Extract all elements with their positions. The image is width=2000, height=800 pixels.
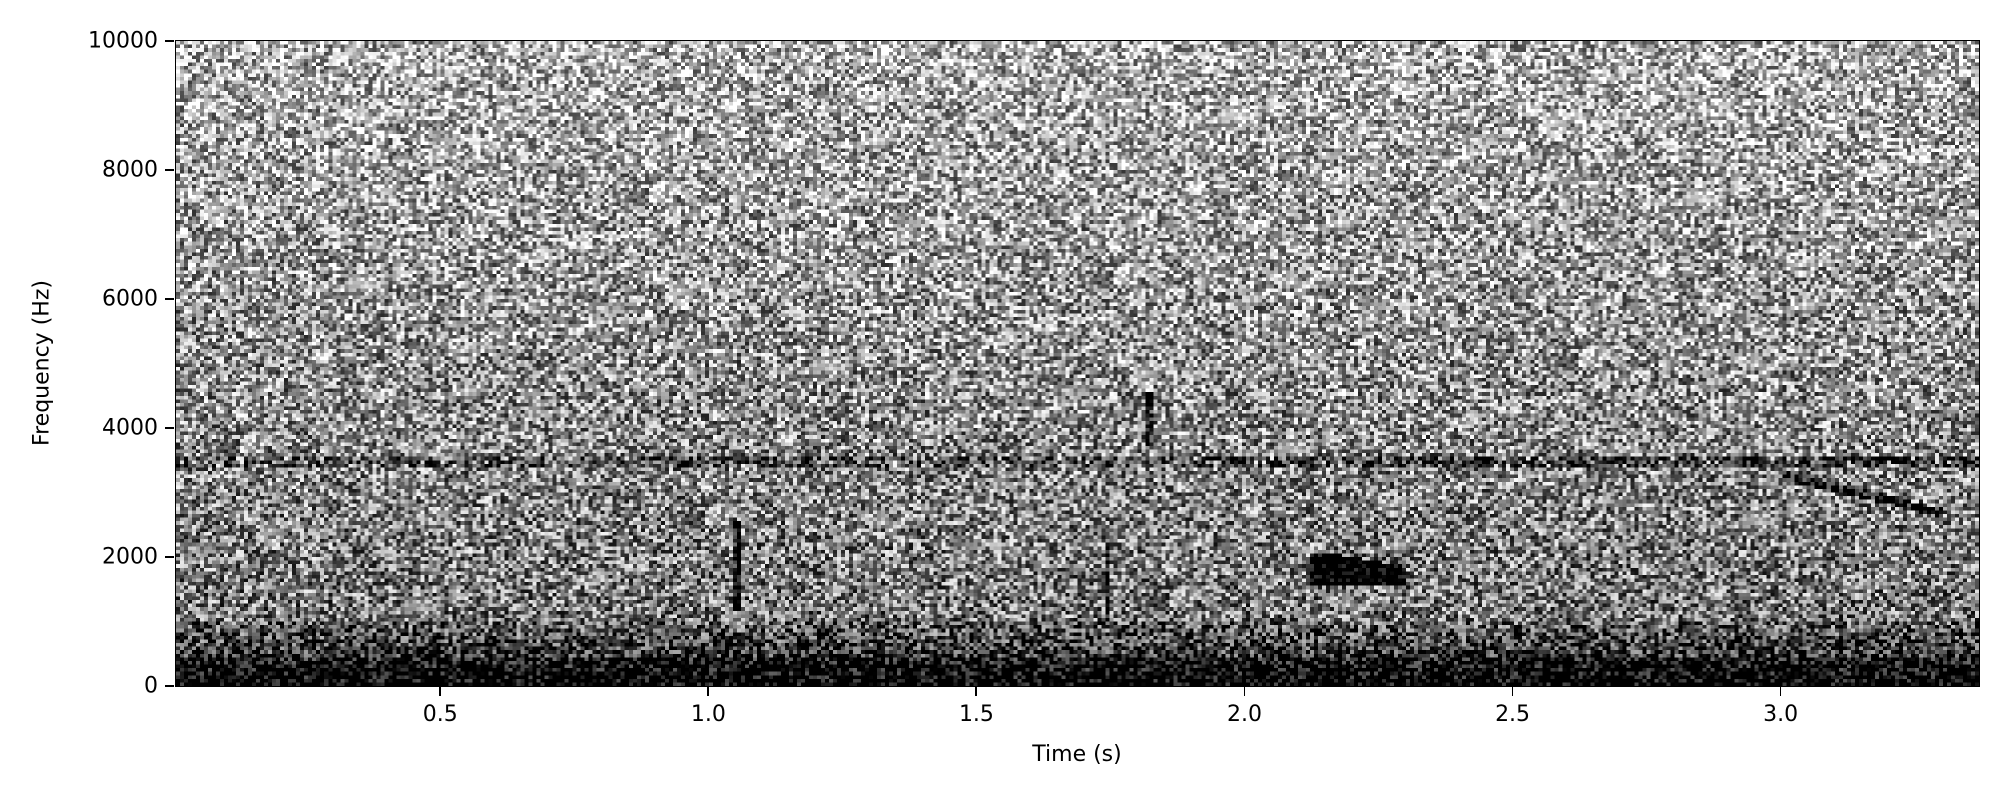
x-tick — [975, 687, 977, 696]
y-tick-label: 0 — [144, 673, 158, 699]
y-tick — [165, 427, 174, 429]
y-tick-label: 4000 — [102, 415, 158, 441]
y-tick — [165, 298, 174, 300]
spectrogram-plot-area — [176, 41, 1979, 686]
y-tick — [165, 169, 174, 171]
x-tick-label: 2.5 — [1495, 702, 1531, 727]
y-tick-label: 10000 — [88, 28, 158, 54]
x-tick — [1243, 687, 1245, 696]
y-tick — [165, 556, 174, 558]
x-tick-label: 1.5 — [958, 702, 994, 727]
y-tick-label: 2000 — [102, 544, 158, 570]
x-tick — [1779, 687, 1782, 696]
x-tick — [439, 687, 441, 696]
y-tick — [165, 685, 174, 687]
x-tick — [707, 687, 709, 696]
x-tick-label: 2.0 — [1227, 702, 1262, 727]
y-axis-label: Frequency (Hz) — [29, 280, 55, 446]
x-tick-label: 1.0 — [690, 702, 726, 727]
spectrogram-image — [176, 41, 1979, 686]
x-tick-label: 0.5 — [422, 702, 458, 727]
y-tick — [165, 40, 174, 42]
x-tick — [1511, 687, 1514, 696]
x-tick-label: 3.0 — [1763, 702, 1799, 727]
axes-frame — [175, 40, 1980, 687]
y-tick-label: 6000 — [102, 286, 158, 312]
x-axis-label: Time (s) — [1032, 742, 1122, 767]
y-tick-label: 8000 — [102, 157, 158, 183]
